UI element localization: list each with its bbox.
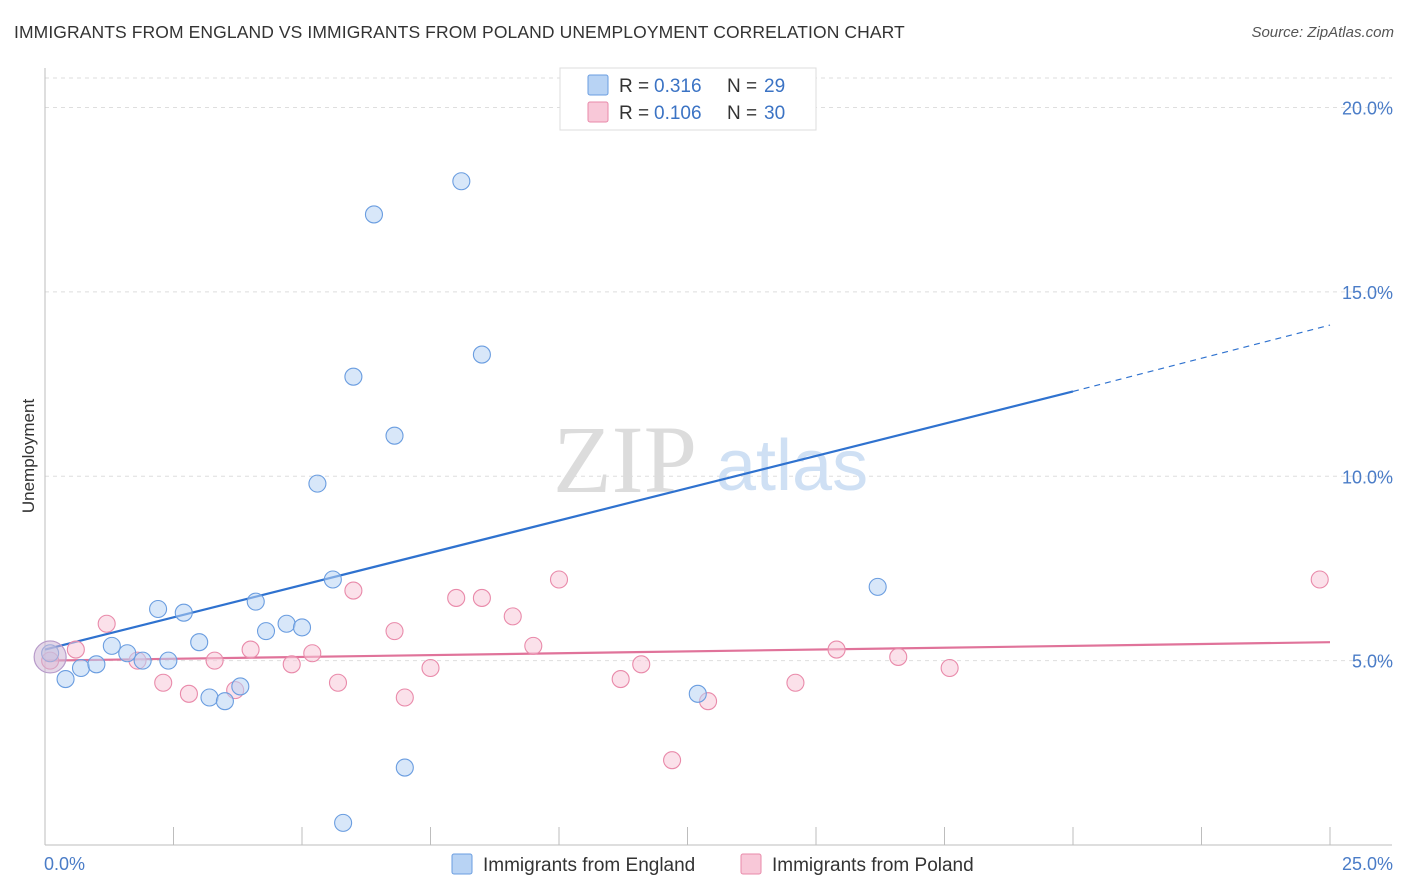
point-poland [503, 607, 522, 626]
axes [44, 68, 1392, 846]
bottom-legend-swatch-england [451, 853, 473, 875]
point-england [159, 651, 178, 670]
point-england [364, 205, 384, 224]
legend-r-label-poland: R = [619, 103, 649, 124]
legend-r-value-poland: 0.106 [654, 103, 702, 124]
point-england [190, 633, 209, 652]
point-england [688, 684, 707, 703]
point-england [344, 367, 363, 386]
point-poland [97, 614, 116, 633]
point-poland [179, 684, 198, 703]
legend-n-label-poland: N = [727, 103, 757, 124]
source-label: Source: ZipAtlas.com [1251, 24, 1394, 41]
y-tick-label: 20.0% [1342, 99, 1393, 119]
point-england [385, 426, 404, 445]
point-poland [549, 570, 569, 589]
point-england [149, 599, 168, 619]
point-england [395, 758, 414, 777]
chart-title: IMMIGRANTS FROM ENGLAND VS IMMIGRANTS FR… [14, 22, 905, 42]
x-tick-label: 0.0% [44, 854, 85, 874]
point-poland [328, 673, 348, 692]
legend-n-value-england: 29 [764, 76, 785, 97]
top-legend: R = 0.316 N = 29 R = 0.106 N = 30 [559, 67, 817, 131]
point-england [231, 677, 250, 696]
bottom-legend: Immigrants from England Immigrants from … [451, 853, 974, 876]
y-axis-title: Unemployment [19, 399, 38, 514]
point-poland [889, 647, 908, 666]
point-england [292, 618, 312, 637]
y-tick-label: 5.0% [1352, 652, 1393, 672]
legend-r-value-england: 0.316 [654, 76, 702, 97]
point-poland [940, 658, 959, 678]
point-poland [663, 751, 682, 770]
point-poland [344, 581, 363, 600]
point-england [118, 644, 137, 663]
point-england [868, 577, 887, 596]
point-poland [447, 588, 466, 607]
point-england [71, 658, 91, 678]
point-poland [1310, 570, 1329, 589]
legend-n-value-poland: 30 [764, 103, 785, 124]
point-england [308, 474, 327, 493]
point-england [323, 570, 342, 589]
point-poland [154, 673, 173, 692]
point-poland [282, 655, 301, 674]
point-poland [524, 636, 543, 655]
point-england [472, 345, 491, 364]
bottom-legend-label-poland: Immigrants from Poland [772, 855, 974, 876]
point-cluster-origin [33, 640, 67, 674]
trend-line-extension-england [1072, 324, 1331, 393]
point-england [174, 603, 193, 622]
y-tick-label: 10.0% [1342, 467, 1393, 487]
trend-line-england [44, 390, 1074, 651]
point-poland [472, 588, 491, 607]
point-england [277, 614, 296, 633]
point-england [334, 813, 353, 832]
trend-lines [44, 324, 1331, 662]
point-poland [395, 688, 414, 707]
trend-line-poland [44, 641, 1331, 662]
point-england [200, 688, 219, 707]
point-poland [632, 655, 651, 674]
point-england [452, 172, 471, 191]
data-points [33, 172, 1329, 832]
point-england [133, 651, 152, 670]
point-poland [303, 644, 322, 663]
y-tick-label: 15.0% [1342, 283, 1393, 303]
point-england [256, 622, 276, 641]
point-poland [786, 673, 805, 692]
grid-lines [45, 77, 1392, 662]
point-england [87, 655, 106, 674]
point-poland [827, 640, 846, 659]
point-england [246, 592, 265, 611]
x-tick-label: 25.0% [1342, 854, 1393, 874]
bottom-legend-swatch-poland [740, 853, 762, 875]
point-poland [385, 622, 404, 641]
legend-n-label-england: N = [727, 76, 757, 97]
point-poland [241, 640, 260, 659]
watermark: ZIP atlas [553, 406, 868, 513]
point-poland [611, 670, 630, 689]
point-england [56, 670, 75, 689]
bottom-legend-label-england: Immigrants from England [483, 855, 695, 876]
watermark-zip: ZIP [553, 406, 697, 513]
point-poland [66, 640, 85, 659]
legend-r-label-england: R = [619, 76, 649, 97]
point-england [215, 692, 234, 711]
legend-swatch-poland [587, 101, 609, 123]
point-england [102, 636, 121, 655]
point-poland [421, 658, 440, 678]
watermark-atlas: atlas [716, 426, 868, 506]
legend-swatch-england [587, 74, 609, 96]
tick-labels: 5.0% 10.0% 15.0% 20.0% 0.0% 25.0% [44, 99, 1393, 875]
point-poland [205, 651, 224, 670]
